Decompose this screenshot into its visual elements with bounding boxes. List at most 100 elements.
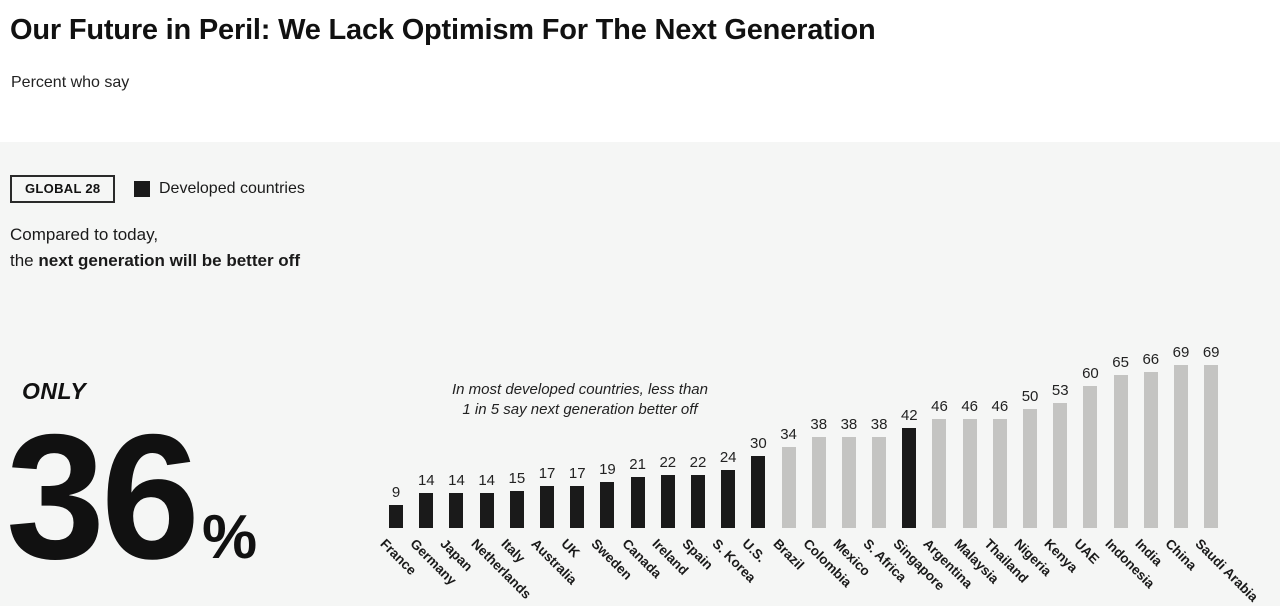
bar — [1113, 375, 1128, 528]
bar-value-label: 46 — [961, 398, 978, 415]
bar-value-label: 53 — [1051, 382, 1069, 399]
page-subtitle: Percent who say — [11, 74, 130, 91]
bar-column: 17 Australia — [528, 465, 579, 587]
bar-value-label: 17 — [538, 465, 556, 482]
bar — [841, 437, 856, 528]
bar-value-label: 24 — [719, 449, 737, 466]
bar — [962, 419, 977, 528]
bar-value-label: 38 — [870, 416, 888, 433]
bar-value-label: 19 — [599, 461, 616, 478]
bar-value-label: 42 — [900, 407, 918, 424]
bar-column: 69 China — [1162, 344, 1199, 573]
bar — [1053, 403, 1068, 528]
bar-column: 46 Thailand — [981, 398, 1031, 586]
statement-line-2: the next generation will be better off — [10, 251, 300, 270]
bar-value-label: 65 — [1112, 354, 1129, 371]
bar — [1023, 409, 1038, 528]
bar-column: 46 Argentina — [921, 398, 976, 591]
bar — [1173, 365, 1188, 528]
bar-value-label: 17 — [568, 465, 586, 482]
bar-value-label: 46 — [931, 398, 948, 415]
bar-value-label: 15 — [508, 470, 526, 487]
bar-value-label: 22 — [689, 454, 707, 471]
bar-column: 14 Netherlands — [468, 472, 534, 602]
bar-column: 9 France — [377, 484, 419, 578]
bar-column: 22 Spain — [679, 454, 716, 573]
bar-column: 38 Mexico — [830, 416, 873, 579]
bar-column: 22 Ireland — [649, 454, 691, 578]
question-statement: Compared to today, the next generation w… — [10, 222, 300, 274]
bar-column: 69 Saudi Arabia — [1193, 344, 1262, 605]
bar — [1083, 386, 1098, 528]
bar — [389, 505, 404, 528]
bar-column: 50 Nigeria — [1011, 388, 1054, 579]
bar-column: 24 S. Korea — [710, 449, 759, 585]
bar-column: 46 Malaysia — [951, 398, 1001, 586]
bar — [932, 419, 947, 528]
bar — [630, 477, 645, 528]
bar-value-label: 69 — [1172, 344, 1190, 361]
bar-value-label: 14 — [417, 472, 435, 489]
bar-column: 65 Indonesia — [1102, 354, 1157, 591]
bar — [509, 491, 524, 528]
bar-column: 14 Germany — [408, 472, 460, 588]
bar-column: 15 Italy — [498, 470, 532, 566]
bar-column: 53 Kenya — [1042, 382, 1081, 575]
bar — [992, 419, 1007, 528]
global-stat: 36 % — [6, 408, 257, 586]
bar — [690, 475, 705, 528]
bar-column: 60 UAE — [1072, 365, 1105, 567]
bar-value-label: 50 — [1021, 388, 1039, 405]
bar-value-label: 60 — [1082, 365, 1099, 382]
stat-value: 36 — [6, 397, 200, 596]
bar — [872, 437, 887, 528]
bar — [570, 486, 585, 528]
bar-value-label: 9 — [391, 484, 401, 501]
statement-line-1: Compared to today, — [10, 225, 159, 244]
bar-value-label: 38 — [840, 416, 858, 433]
bar-value-label: 14 — [478, 472, 495, 489]
bar — [902, 428, 917, 528]
page-title: Our Future in Peril: We Lack Optimism Fo… — [10, 14, 876, 46]
bar-column: 34 Brazil — [770, 426, 807, 573]
bar — [781, 447, 796, 528]
bar-column: 38 Colombia — [800, 416, 854, 590]
bar — [600, 482, 615, 528]
stat-qualifier: ONLY — [22, 378, 87, 404]
bar-value-label: 69 — [1202, 344, 1220, 361]
chart-annotation: In most developed countries, less than 1… — [452, 381, 708, 418]
bar — [1204, 365, 1219, 528]
bar-value-label: 66 — [1142, 351, 1160, 368]
bar-column: 42 Singapore — [891, 407, 948, 593]
bar — [811, 437, 826, 528]
bar-column: 19 Sweden — [589, 461, 636, 583]
bar-column: 14 Japan — [438, 472, 476, 574]
bar — [419, 493, 434, 528]
legend-label: Developed countries — [159, 180, 305, 197]
bar — [751, 456, 766, 528]
bar-value-label: 21 — [629, 456, 646, 473]
bar — [660, 475, 675, 528]
bar — [721, 470, 736, 528]
bar — [479, 493, 494, 528]
bar-value-label: 38 — [810, 416, 828, 433]
bar-value-label: 30 — [750, 435, 767, 452]
bar — [449, 493, 464, 528]
bar-value-label: 34 — [780, 426, 797, 443]
bar-column: 21 Canada — [619, 456, 664, 581]
stat-percent-sign: % — [202, 503, 258, 572]
bar-value-label: 46 — [991, 398, 1009, 415]
bar-column: 66 India — [1132, 351, 1166, 569]
global-28-filter-button[interactable]: GLOBAL 28 — [10, 175, 116, 203]
bar-column: 17 UK — [559, 465, 592, 560]
chart-panel-background — [0, 142, 1280, 606]
developed-countries-swatch-icon — [134, 181, 150, 197]
bar-chart: 9 France 14 Germany 14 Japan 14 Netherlands 15 It… — [377, 340, 1262, 605]
legend: Developed countries — [134, 180, 305, 198]
bar-column: 30 U.S. — [740, 435, 773, 565]
bar-value-label: 14 — [448, 472, 465, 489]
bar — [540, 486, 555, 528]
bar — [1143, 372, 1158, 528]
bar-column: 38 S. Africa — [860, 416, 909, 585]
